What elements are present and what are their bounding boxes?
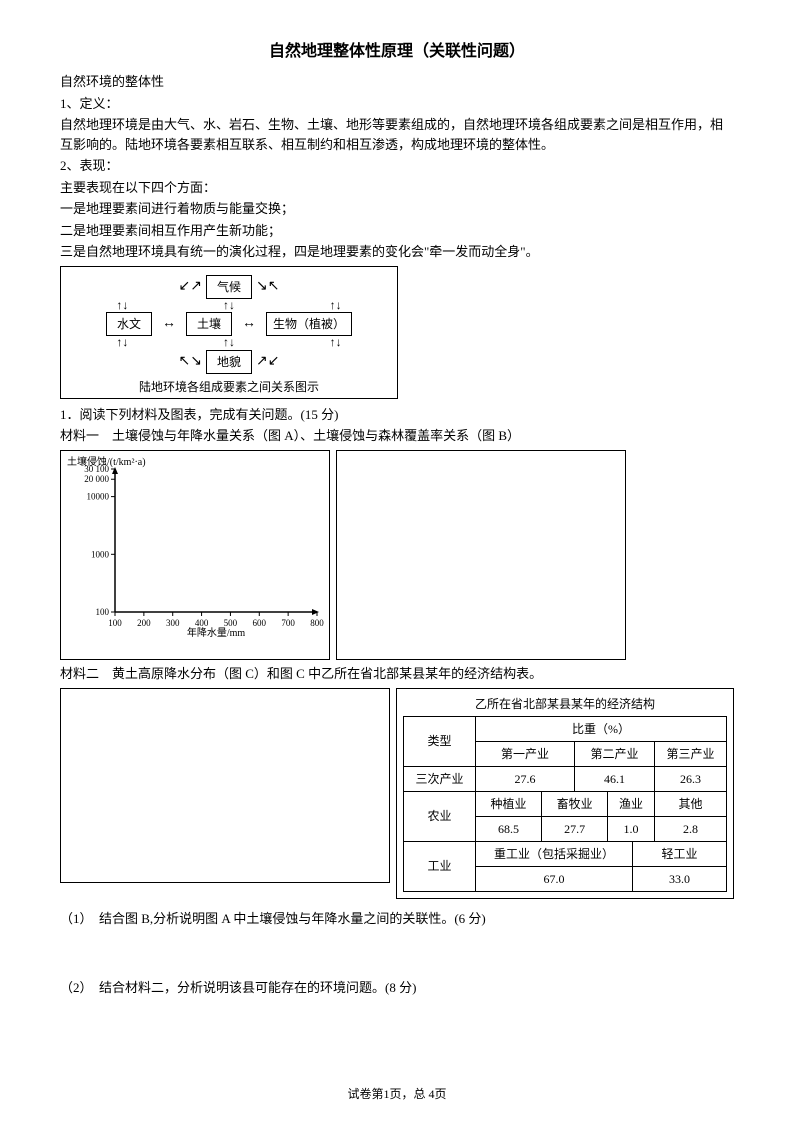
perf-1: 一是地理要素间进行着物质与能量交换；: [60, 199, 734, 219]
cell: 第一产业: [476, 741, 575, 766]
svg-text:500: 500: [224, 618, 238, 628]
q1-sub2: （2） 结合材料二，分析说明该县可能存在的环境问题。(8 分): [60, 978, 734, 998]
chart-b: [336, 450, 626, 661]
cell: 第二产业: [575, 741, 655, 766]
cell: 轻工业: [633, 841, 727, 866]
chart-a: 土壤侵蚀/(t/km²·a)10020030040050060070080010…: [60, 450, 330, 661]
arrow-icon: ↔: [162, 317, 176, 331]
arrow-icon: ↖↘: [179, 355, 202, 369]
svg-text:300: 300: [166, 618, 180, 628]
cell: 2.8: [654, 816, 726, 841]
econ-table: 类型 比重（%） 第一产业 第二产业 第三产业 三次产业 27.6 46.1 2…: [403, 716, 727, 892]
table-row: 类型 比重（%）: [404, 716, 727, 741]
cell: 1.0: [608, 816, 655, 841]
map-c: [60, 688, 390, 883]
q1-stem: 1．阅读下列材料及图表，完成有关问题。(15 分): [60, 405, 734, 425]
page-footer: 试卷第1页，总 4页: [0, 1085, 794, 1103]
cell: 27.7: [542, 816, 608, 841]
cell: 26.3: [654, 766, 726, 791]
chart-b-svg: [341, 455, 621, 650]
cell: 33.0: [633, 866, 727, 891]
section-heading: 自然环境的整体性: [60, 72, 734, 92]
svg-text:800: 800: [310, 618, 324, 628]
arrow-icon: ↔: [242, 317, 256, 331]
chart-a-svg: 土壤侵蚀/(t/km²·a)10020030040050060070080010…: [65, 455, 325, 650]
node-climate: 气候: [206, 275, 252, 299]
q1-mat1: 材料一 土壤侵蚀与年降水量关系（图 A）、土壤侵蚀与森林覆盖率关系（图 B）: [60, 426, 734, 446]
cell: 农业: [404, 791, 476, 841]
arrow-icon: ↑↓: [223, 338, 235, 348]
map-c-svg: [65, 693, 385, 878]
q1-sub1: （1） 结合图 B,分析说明图 A 中土壤侵蚀与年降水量之间的关联性。(6 分): [60, 909, 734, 929]
cell: 重工业（包括采掘业）: [476, 841, 633, 866]
q1-mat2: 材料二 黄土高原降水分布（图 C）和图 C 中乙所在省北部某县某年的经济结构表。: [60, 664, 734, 684]
node-bio: 生物（植被）: [266, 312, 352, 336]
svg-text:1000: 1000: [91, 549, 110, 559]
perf-label: 2、表现：: [60, 156, 734, 176]
arrow-icon: ↑↓: [116, 338, 128, 348]
table-row: 工业 重工业（包括采掘业） 轻工业: [404, 841, 727, 866]
page: 自然地理整体性原理（关联性问题） 自然环境的整体性 1、定义： 自然地理环境是由…: [0, 0, 794, 1123]
econ-title: 乙所在省北部某县某年的经济结构: [403, 695, 727, 713]
cell: 27.6: [476, 766, 575, 791]
econ-table-box: 乙所在省北部某县某年的经济结构 类型 比重（%） 第一产业 第二产业 第三产业 …: [396, 688, 734, 899]
cell: 46.1: [575, 766, 655, 791]
cell: 68.5: [476, 816, 542, 841]
table-row: 农业 种植业 畜牧业 渔业 其他: [404, 791, 727, 816]
charts-row: 土壤侵蚀/(t/km²·a)10020030040050060070080010…: [60, 450, 734, 661]
svg-text:年降水量/mm: 年降水量/mm: [187, 626, 246, 639]
svg-text:100: 100: [108, 618, 122, 628]
def-text: 自然地理环境是由大气、水、岩石、生物、土壤、地形等要素组成的，自然地理环境各组成…: [60, 115, 734, 154]
table-row: 三次产业 27.6 46.1 26.3: [404, 766, 727, 791]
cell: 渔业: [608, 791, 655, 816]
arrow-icon: ↑↓: [330, 338, 342, 348]
svg-text:10000: 10000: [87, 491, 110, 501]
arrow-icon: ↑↓: [330, 301, 342, 311]
svg-text:100: 100: [96, 607, 110, 617]
cell: 第三产业: [654, 741, 726, 766]
svg-text:20 000: 20 000: [84, 474, 109, 484]
svg-text:600: 600: [253, 618, 267, 628]
cell: 种植业: [476, 791, 542, 816]
svg-text:400: 400: [195, 618, 209, 628]
svg-text:30 100: 30 100: [84, 464, 109, 474]
arrow-icon: ↙↗: [179, 280, 202, 294]
th-type: 类型: [404, 716, 476, 766]
th-ratio: 比重（%）: [476, 716, 727, 741]
arrow-icon: ↑↓: [116, 301, 128, 311]
cell: 畜牧业: [542, 791, 608, 816]
node-soil: 土壤: [186, 312, 232, 336]
cell: 三次产业: [404, 766, 476, 791]
svg-text:700: 700: [281, 618, 295, 628]
def-label: 1、定义：: [60, 94, 734, 114]
arrow-icon: ↘↖: [256, 280, 279, 294]
perf-2: 二是地理要素间相互作用产生新功能；: [60, 221, 734, 241]
diagram-caption: 陆地环境各组成要素之间关系图示: [69, 378, 389, 396]
perf-intro: 主要表现在以下四个方面：: [60, 178, 734, 198]
node-land: 地貌: [206, 350, 252, 374]
map-table-row: 乙所在省北部某县某年的经济结构 类型 比重（%） 第一产业 第二产业 第三产业 …: [60, 688, 734, 899]
cell: 67.0: [476, 866, 633, 891]
cell: 其他: [654, 791, 726, 816]
cell: 工业: [404, 841, 476, 891]
relation-diagram: ↙↗ 气候 ↘↖ ↑↓ ↑↓ ↑↓ 水文 ↔ 土壤 ↔ 生物（植被） ↑↓ ↑↓…: [60, 266, 398, 399]
arrow-icon: ↗↙: [256, 355, 279, 369]
perf-3: 三是自然地理环境具有统一的演化过程，四是地理要素的变化会"牵一发而动全身"。: [60, 242, 734, 262]
svg-text:200: 200: [137, 618, 151, 628]
node-hydro: 水文: [106, 312, 152, 336]
page-title: 自然地理整体性原理（关联性问题）: [60, 40, 734, 64]
arrow-icon: ↑↓: [223, 301, 235, 311]
